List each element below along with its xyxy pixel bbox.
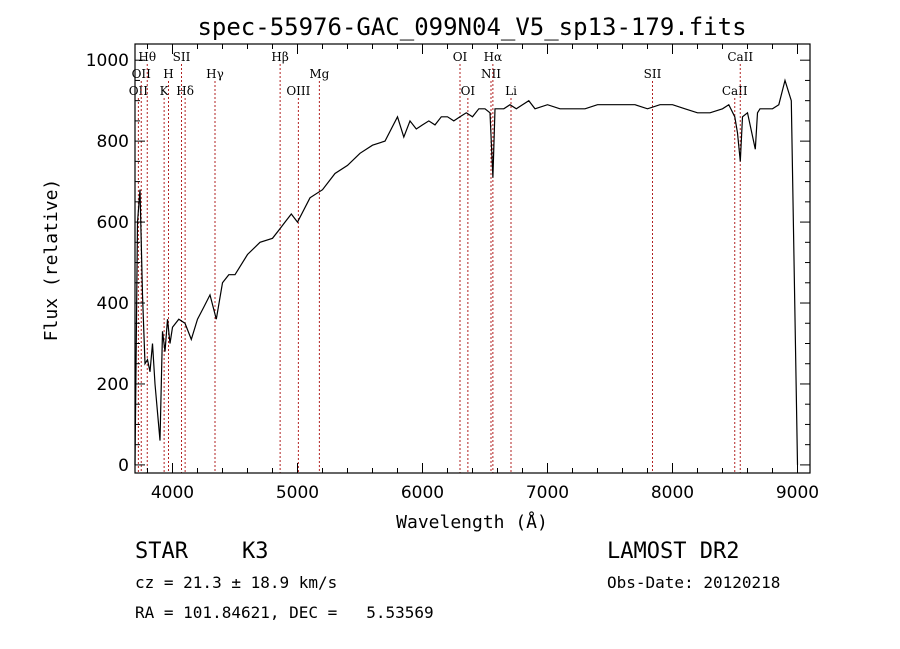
x-tick-label-9000: 9000 xyxy=(776,483,819,503)
marker-label-9: OIII xyxy=(286,84,310,98)
marker-label-2: Hθ xyxy=(138,50,156,64)
marker-label-4: H xyxy=(163,67,173,81)
marker-label-17: CaII xyxy=(722,84,748,98)
marker-label-3: K xyxy=(160,84,170,98)
marker-label-11: OI xyxy=(453,50,468,64)
x-tick-label-7000: 7000 xyxy=(526,483,569,503)
plot-frame xyxy=(134,43,811,474)
marker-label-10: Mg xyxy=(309,67,329,81)
y-axis-label: Flux (relative) xyxy=(41,179,62,342)
marker-label-6: Hδ xyxy=(176,84,194,98)
y-tick-label-200: 200 xyxy=(97,375,129,395)
y-tick-label-0: 0 xyxy=(118,456,129,476)
marker-label-5: SII xyxy=(173,50,191,64)
y-tick-label-800: 800 xyxy=(97,132,129,152)
chart-title: spec-55976-GAC_099N04_V5_sp13-179.fits xyxy=(197,13,746,41)
y-tick-label-600: 600 xyxy=(97,213,129,233)
coordinates-text: RA = 101.84621, DEC = 5.53569 xyxy=(135,603,434,622)
x-tick-label-5000: 5000 xyxy=(276,483,319,503)
marker-label-16: SII xyxy=(644,67,662,81)
marker-label-8: Hβ xyxy=(271,50,288,64)
object-subclass: K3 xyxy=(242,539,269,564)
y-tick-label-1000: 1000 xyxy=(86,51,129,71)
x-tick-label-6000: 6000 xyxy=(401,483,444,503)
marker-label-7: Hγ xyxy=(206,67,224,81)
y-tick-label-400: 400 xyxy=(97,294,129,314)
marker-label-12: OI xyxy=(461,84,476,98)
obs-date-text: Obs-Date: 20120218 xyxy=(607,573,781,592)
axis-ticks: 4000 5000 6000 7000 8000 9000 0 200 400 600 800 100… xyxy=(86,44,819,503)
marker-label-0: OII xyxy=(129,84,149,98)
spectrum-line xyxy=(134,78,799,465)
x-tick-label-8000: 8000 xyxy=(651,483,694,503)
spectral-line-markers: OIIOIIHθKHSIIHδHγHβOIIIMgOIOINIIHαLiSIIC… xyxy=(129,50,753,473)
marker-label-15: Li xyxy=(505,84,517,98)
x-axis-label: Wavelength (Å) xyxy=(396,511,548,533)
marker-label-13: NII xyxy=(481,67,501,81)
survey-name: LAMOST DR2 xyxy=(607,539,740,564)
marker-label-18: CaII xyxy=(727,50,753,64)
marker-label-1: OII xyxy=(132,67,152,81)
object-class: STAR xyxy=(135,539,188,564)
redshift-text: cz = 21.3 ± 18.9 km/s xyxy=(135,573,338,592)
x-tick-label-4000: 4000 xyxy=(151,483,194,503)
marker-label-14: Hα xyxy=(484,50,503,64)
